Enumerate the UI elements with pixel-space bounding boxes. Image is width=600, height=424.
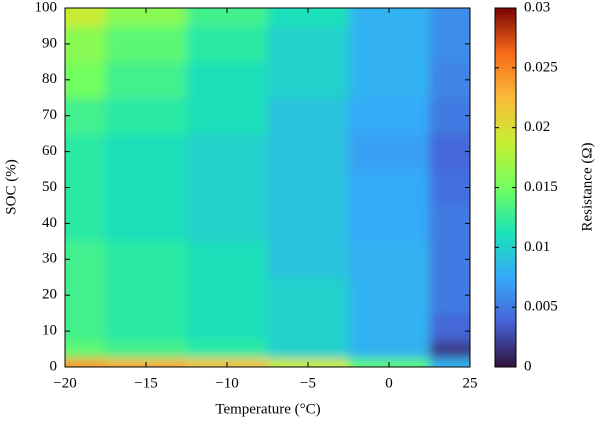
heatmap-cell — [429, 97, 470, 135]
heatmap-cell — [429, 313, 470, 341]
heatmap-cell — [65, 61, 106, 99]
colorbar-tick-label: 0 — [524, 358, 532, 374]
heatmap-cell — [65, 25, 106, 63]
heatmap-cell — [65, 205, 106, 242]
x-tick-label: −15 — [134, 375, 157, 391]
heatmap-cell — [348, 169, 430, 206]
colorbar-label: Resistance (Ω) — [579, 142, 595, 231]
heatmap-cell — [186, 25, 268, 63]
y-tick-label: 80 — [42, 71, 57, 87]
x-tick-label: 0 — [385, 375, 393, 391]
heatmap-cell — [267, 241, 349, 278]
heatmap-cell — [267, 205, 349, 242]
y-tick-label: 70 — [42, 107, 57, 123]
colorbar-tick-label: 0.025 — [524, 59, 558, 75]
heatmap-cell — [348, 205, 430, 242]
heatmap-cell — [65, 277, 106, 314]
heatmap-cell — [348, 340, 430, 359]
heatmap-cell — [348, 241, 430, 278]
heatmap-cell — [429, 8, 470, 27]
heatmap-cell — [348, 97, 430, 135]
x-tick-label: 25 — [463, 375, 478, 391]
heatmap-cell — [105, 205, 187, 242]
heatmap-cell — [105, 169, 187, 206]
heatmap-cell — [348, 313, 430, 341]
heatmap-cell — [186, 277, 268, 314]
heatmap-cell — [267, 169, 349, 206]
y-tick-label: 0 — [50, 358, 58, 374]
heatmap-cell — [105, 277, 187, 314]
colorbar-tick-label: 0.005 — [524, 299, 558, 315]
colorbar-tick-label: 0.03 — [524, 0, 550, 15]
heatmap-cell — [429, 205, 470, 242]
heatmap-cell — [105, 340, 187, 359]
heatmap-cell — [348, 61, 430, 99]
heatmap-cell — [429, 277, 470, 314]
heatmap-cell — [186, 61, 268, 99]
heatmap-cell — [186, 340, 268, 359]
heatmap-cells — [65, 8, 470, 367]
heatmap-cell — [105, 313, 187, 341]
heatmap-cell — [348, 133, 430, 171]
heatmap-cell — [429, 61, 470, 99]
heatmap-cell — [65, 241, 106, 278]
heatmap-cell — [348, 277, 430, 314]
y-axis-label: SOC (%) — [3, 159, 19, 214]
heatmap-cell — [105, 133, 187, 171]
colorbar-tick-label: 0.015 — [524, 179, 558, 195]
heatmap-cell — [65, 97, 106, 135]
heatmap-cell — [105, 241, 187, 278]
x-tick-label: −10 — [215, 375, 238, 391]
heatmap-cell — [105, 97, 187, 135]
heatmap-cell — [65, 313, 106, 341]
x-tick-label: −20 — [53, 375, 76, 391]
heatmap-cell — [65, 8, 106, 27]
heatmap-cell — [186, 313, 268, 341]
heatmap-cell — [186, 205, 268, 242]
heatmap-cell — [105, 25, 187, 63]
heatmap-cell — [186, 133, 268, 171]
axes: −20 −15 −10 −5 0 25 0 10 20 30 40 50 60 70 80 90 100 0 0.0… — [35, 0, 558, 391]
heatmap-cell — [348, 25, 430, 63]
y-tick-label: 60 — [42, 143, 57, 159]
heatmap-cell — [65, 169, 106, 206]
y-tick-label: 30 — [42, 251, 57, 267]
heatmap-cell — [65, 358, 106, 367]
heatmap-cell — [267, 313, 349, 341]
x-tick-label: −5 — [300, 375, 316, 391]
heatmap-cell — [267, 25, 349, 63]
heatmap-cell — [65, 133, 106, 171]
y-tick-label: 100 — [35, 0, 58, 15]
heatmap-cell — [267, 133, 349, 171]
heatmap-cell — [429, 241, 470, 278]
y-tick-label: 20 — [42, 287, 57, 303]
colorbar-tick-label: 0.02 — [524, 119, 550, 135]
heatmap-cell — [267, 340, 349, 359]
heatmap-cell — [186, 241, 268, 278]
heatmap-cell — [429, 358, 470, 367]
heatmap-cell — [267, 61, 349, 99]
x-axis-label: Temperature (°C) — [215, 401, 320, 417]
heatmap-cell — [429, 169, 470, 206]
heatmap-area — [65, 8, 470, 367]
heatmap-cell — [105, 61, 187, 99]
heatmap-cell — [348, 8, 430, 27]
heatmap-cell — [186, 97, 268, 135]
y-tick-label: 10 — [42, 323, 57, 339]
heatmap-cell — [429, 340, 470, 359]
heatmap-cell — [429, 133, 470, 171]
colorbar-tick-label: 0.01 — [524, 239, 550, 255]
heatmap-cell — [267, 8, 349, 27]
heatmap-cell — [186, 169, 268, 206]
heatmap-cell — [267, 277, 349, 314]
heatmap-cell — [186, 8, 268, 27]
y-tick-label: 40 — [42, 215, 57, 231]
heatmap-cell — [429, 25, 470, 63]
heatmap-cell — [65, 340, 106, 359]
y-tick-label: 50 — [42, 179, 57, 195]
heatmap-cell — [105, 8, 187, 27]
heatmap-cell — [267, 97, 349, 135]
y-tick-label: 90 — [42, 35, 57, 51]
